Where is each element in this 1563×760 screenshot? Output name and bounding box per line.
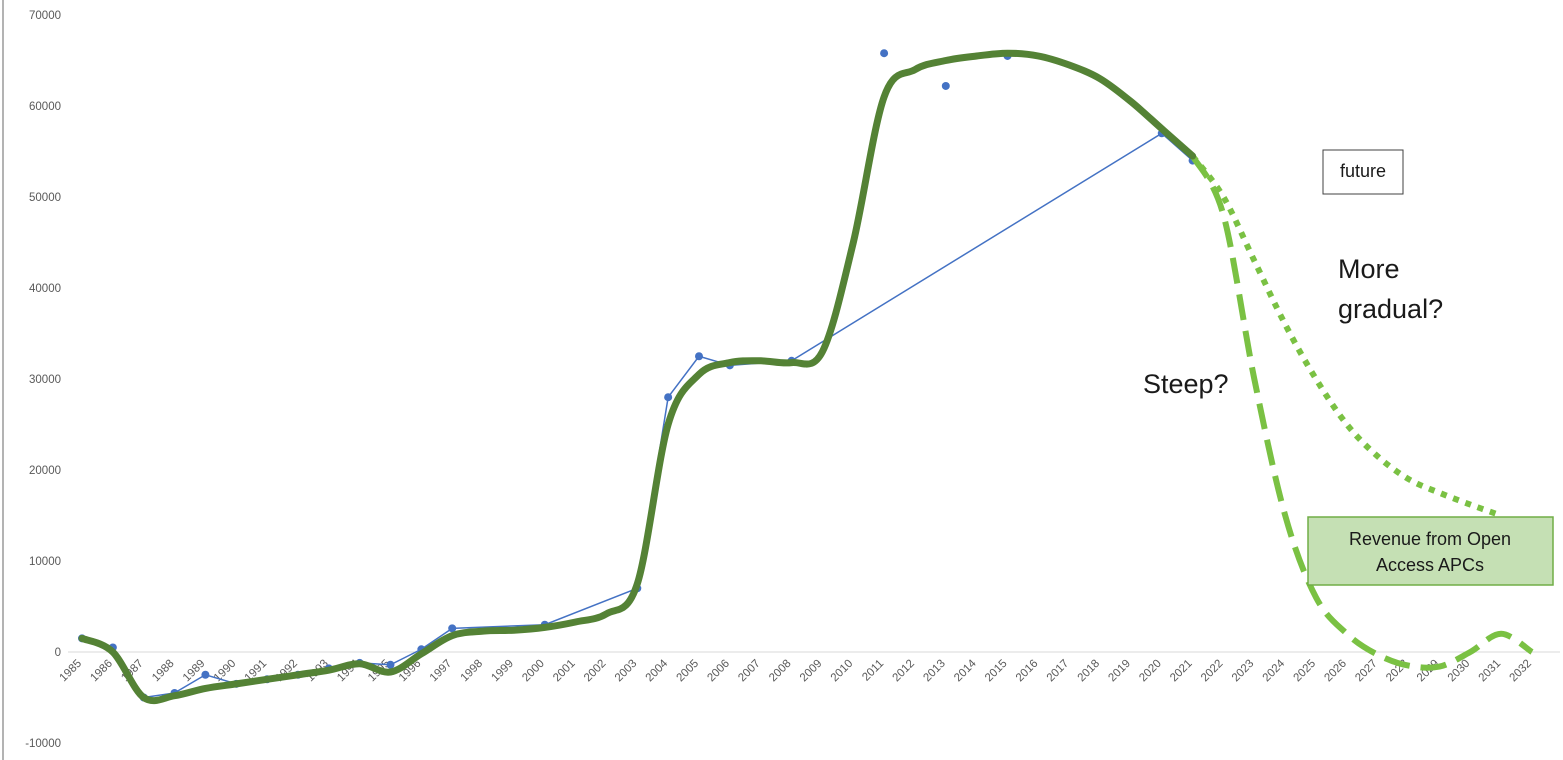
gradual-label-line1: More bbox=[1338, 254, 1400, 284]
x-tick-label: 2026 bbox=[1322, 658, 1349, 685]
observed-data-point bbox=[386, 660, 395, 669]
x-tick-label: 2029 bbox=[1415, 658, 1442, 685]
x-tick-label: 2010 bbox=[829, 658, 856, 685]
x-tick-label: 1986 bbox=[88, 658, 115, 685]
x-tick-label: 2024 bbox=[1261, 657, 1288, 684]
future-annotation: future bbox=[1322, 149, 1404, 195]
x-tick-label: 1985 bbox=[58, 658, 85, 685]
x-tick-label: 2013 bbox=[921, 658, 948, 685]
x-tick-label: 2009 bbox=[798, 658, 825, 685]
gradual-label-line2: gradual? bbox=[1338, 294, 1443, 324]
steep-label: Steep? bbox=[1143, 369, 1229, 399]
series-layer bbox=[78, 49, 1534, 705]
y-tick-label: 70000 bbox=[29, 10, 61, 22]
y-tick-label: 50000 bbox=[29, 192, 61, 204]
observed-data-point bbox=[941, 81, 950, 90]
gradual-projection-line bbox=[1190, 154, 1503, 519]
x-tick-label: 2032 bbox=[1507, 658, 1534, 685]
x-tick-label: 2015 bbox=[983, 658, 1010, 685]
x-tick-label: 2004 bbox=[644, 657, 671, 684]
x-tick-label: 2006 bbox=[705, 658, 732, 685]
x-tick-label: 2012 bbox=[890, 658, 917, 685]
x-tick-label: 2031 bbox=[1477, 658, 1504, 685]
y-tick-label: 40000 bbox=[29, 283, 61, 295]
x-tick-label: 2016 bbox=[1014, 658, 1041, 685]
x-tick-label: 2025 bbox=[1292, 658, 1319, 685]
x-tick-label: 2002 bbox=[582, 658, 609, 685]
x-tick-label: 2021 bbox=[1168, 658, 1195, 685]
y-tick-labels: 70000 60000 50000 40000 30000 20000 10000 0 -100… bbox=[25, 10, 61, 750]
x-tick-label: 2017 bbox=[1045, 658, 1072, 685]
future-label: future bbox=[1340, 161, 1386, 181]
x-tick-label: 2005 bbox=[675, 658, 702, 685]
y-tick-label: 60000 bbox=[29, 101, 61, 113]
y-tick-label: -10000 bbox=[25, 738, 61, 750]
x-tick-label: 2018 bbox=[1076, 658, 1103, 685]
x-tick-label: 2020 bbox=[1137, 658, 1164, 685]
x-tick-label: 2027 bbox=[1353, 658, 1380, 685]
y-tick-label: 20000 bbox=[29, 465, 61, 477]
x-tick-label: 1999 bbox=[489, 658, 516, 685]
x-tick-label: 2022 bbox=[1199, 658, 1226, 685]
x-tick-label: 1989 bbox=[181, 658, 208, 685]
gradual-annotation: More gradual? bbox=[1338, 254, 1443, 324]
x-tick-label: 2011 bbox=[860, 658, 886, 684]
apc-box bbox=[1307, 516, 1554, 586]
observed-data-point bbox=[664, 393, 673, 402]
trend-line bbox=[78, 49, 1197, 705]
x-tick-label: 2023 bbox=[1230, 658, 1257, 685]
x-tick-label: 1988 bbox=[150, 658, 177, 685]
observed-data-point bbox=[880, 49, 889, 58]
x-tick-label: 2003 bbox=[613, 658, 640, 685]
x-tick-label: 2014 bbox=[952, 657, 979, 684]
x-tick-label: 2007 bbox=[736, 658, 763, 685]
y-tick-label: 30000 bbox=[29, 374, 61, 386]
apc-label-line2: Access APCs bbox=[1376, 555, 1484, 575]
x-tick-label: 2000 bbox=[520, 658, 547, 685]
x-tick-label: 1998 bbox=[459, 658, 486, 685]
x-tick-label: 2001 bbox=[551, 658, 578, 685]
apc-annotation: Revenue from Open Access APCs bbox=[1307, 516, 1554, 586]
x-tick-label: 1997 bbox=[428, 658, 455, 685]
x-tick-label: 2008 bbox=[767, 658, 794, 685]
observed-data-point bbox=[695, 352, 703, 361]
observed-data-point bbox=[448, 624, 457, 633]
future-box bbox=[1322, 149, 1404, 195]
y-tick-label: 10000 bbox=[29, 556, 61, 568]
apc-label-line1: Revenue from Open bbox=[1349, 529, 1511, 549]
observed-series-line bbox=[81, 132, 1194, 699]
steep-projection-line bbox=[1189, 154, 1534, 671]
x-tick-label: 2019 bbox=[1106, 658, 1133, 685]
y-tick-label: 0 bbox=[55, 647, 61, 659]
observed-data-point bbox=[201, 670, 210, 679]
